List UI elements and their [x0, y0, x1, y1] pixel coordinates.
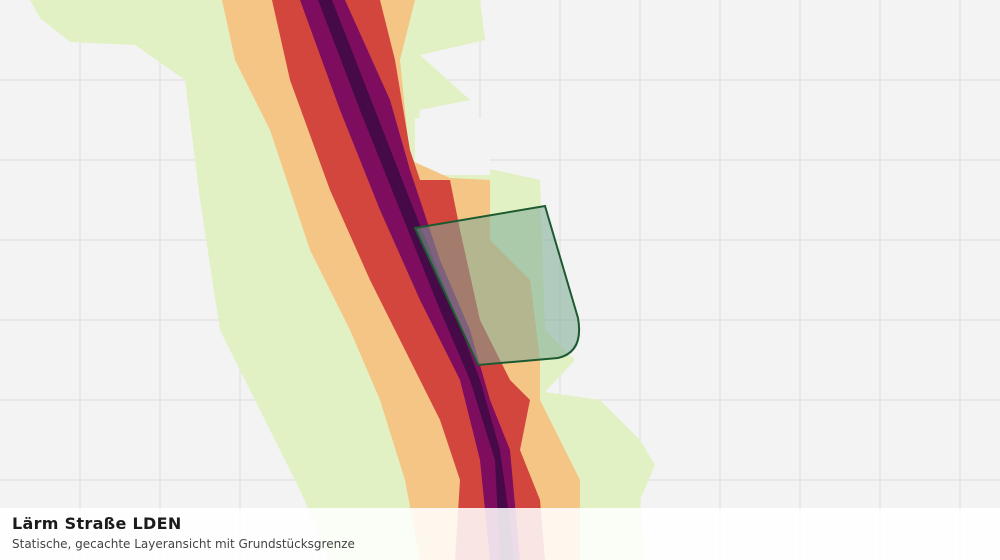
title: Lärm Straße LDEN	[12, 514, 182, 533]
gap	[415, 118, 490, 175]
noise-zone-very-high	[300, 0, 520, 560]
parcel-boundary	[413, 204, 580, 367]
caption: Lärm Straße LDEN Statische, gecachte Lay…	[0, 508, 1000, 560]
subtitle: Statische, gecachte Layeransicht mit Gru…	[12, 537, 355, 551]
